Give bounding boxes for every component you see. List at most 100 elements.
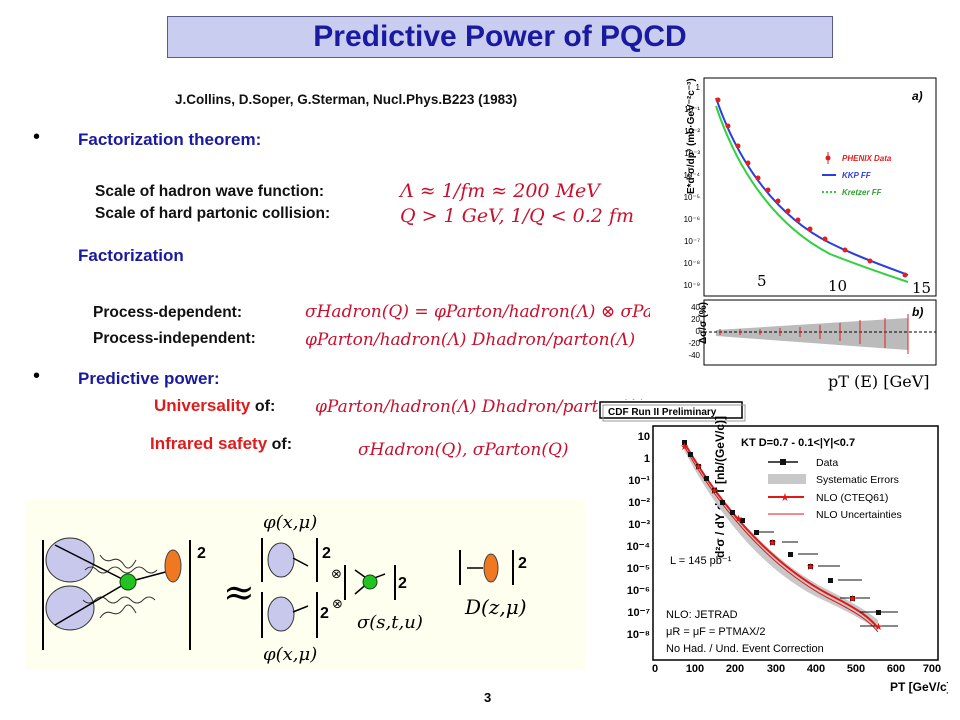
- power-2: 2: [320, 605, 329, 622]
- y-tick: 10⁻²: [628, 497, 650, 509]
- phenix-xlabel: pT (E) [GeV]: [828, 372, 930, 391]
- frag-function: D(z,μ): [464, 595, 527, 619]
- hard-scale-label: Scale of hard partonic collision:: [95, 205, 331, 222]
- power-2: 2: [518, 555, 527, 572]
- nlo-stars: ★ ★ ★ ★ ★ ★ ★ ★: [680, 442, 883, 633]
- universality-line: Universality of:: [154, 396, 275, 416]
- phenix-ylabel-bottom: Δσ/σ (%): [698, 302, 709, 344]
- hadron-scale-label: Scale of hadron wave function:: [95, 183, 325, 200]
- legend-nlo-uncertainties: NLO Uncertainties: [816, 509, 902, 521]
- gluon-lines: [82, 566, 158, 604]
- cdf-note: μR = μF = PTMAX/2: [666, 626, 765, 638]
- factorization-heading: Factorization: [78, 246, 184, 265]
- y-tick: 10⁻⁷: [684, 237, 700, 246]
- x-tick: 100: [686, 663, 704, 675]
- y-tick: 10⁻⁶: [684, 215, 700, 224]
- nlo-curve: [683, 441, 879, 629]
- svg-text:★: ★: [710, 486, 719, 497]
- y-tick: 10⁻⁴: [683, 171, 700, 180]
- svg-text:★: ★: [806, 562, 815, 573]
- page-title: Predictive Power of PQCD: [313, 20, 687, 53]
- cdf-plot: CDF Run II Preliminary d²σ / dY dPT [nb/…: [599, 401, 951, 694]
- legend-systematic: Systematic Errors: [816, 474, 899, 486]
- svg-text:★: ★: [734, 514, 743, 525]
- svg-text:★: ★: [874, 622, 883, 633]
- hard-scale-formula: Q > 1 GeV, 1/Q < 0.2 fm: [400, 205, 634, 227]
- ratio-tick: 40: [691, 303, 700, 312]
- y-tick: 1: [696, 83, 701, 92]
- y-tick: 10⁻⁵: [627, 563, 650, 575]
- ratio-tick: -20: [688, 339, 700, 348]
- svg-text:★: ★: [848, 594, 857, 605]
- y-tick: 10⁻⁸: [627, 629, 650, 641]
- bullet-factorization-theorem: Factorization theorem:: [78, 130, 262, 149]
- phenix-data-points: [715, 97, 908, 278]
- factorization-diagram-panel: 2 ≈ φ(x,μ) 2 ⊗ 2 ⊗ φ(x,μ) 2 σ(s,t,u) 2 D…: [25, 500, 585, 670]
- process-dependent-formula: σHadron(Q) = φParton/hadron(Λ) ⊗ σParton…: [305, 302, 717, 322]
- y-tick: 10⁻¹: [628, 475, 650, 487]
- legend-phenix-data: PHENIX Data: [842, 154, 892, 163]
- y-tick: 10⁻⁵: [684, 193, 700, 202]
- hard-vertex: [119, 573, 137, 591]
- y-tick: 10⁻⁴: [627, 541, 650, 553]
- factorization-diagram: 2 ≈ φ(x,μ) 2 ⊗ 2 ⊗ φ(x,μ) 2 σ(s,t,u) 2 D…: [42, 512, 527, 665]
- reference-citation: J.Collins, D.Soper, G.Sterman, Nucl.Phys…: [175, 92, 518, 107]
- process-dependent-label: Process-dependent:: [93, 304, 243, 321]
- x-tick: 500: [847, 663, 865, 675]
- ratio-errors: [719, 314, 909, 354]
- y-tick: 1: [644, 453, 650, 465]
- y-tick: 10⁻⁶: [627, 585, 650, 597]
- kretzer-curve: [715, 105, 909, 283]
- phenix-figure: E*d³σ/dp³ (mb·GeV⁻²c⁻³) Δσ/σ (%) a) b) 1…: [650, 68, 940, 368]
- process-independent-formula: φParton/hadron(Λ) Dhadron/parton(Λ): [305, 330, 636, 350]
- universality-formula: φParton/hadron(Λ) Dhadron/parton(Λ): [315, 397, 646, 417]
- x-tick: 5: [757, 272, 767, 290]
- legend-kkp: KKP FF: [842, 171, 872, 180]
- legend-data: Data: [816, 457, 838, 469]
- y-tick: 10⁻⁷: [627, 607, 650, 619]
- svg-text:★: ★: [780, 492, 790, 504]
- universality-of: of:: [250, 398, 276, 415]
- phenix-panel-b: b): [912, 305, 923, 319]
- y-tick: 10⁻¹: [684, 105, 700, 114]
- cdf-xlabel: PT [GeV/c]: [890, 680, 948, 694]
- x-tick: 700: [923, 663, 941, 675]
- hadron-scale-formula: Λ ≈ 1/fm ≈ 200 MeV: [400, 180, 600, 202]
- ratio-tick: 20: [691, 315, 700, 324]
- x-tick: 200: [726, 663, 744, 675]
- svg-text:★: ★: [694, 462, 703, 473]
- cdf-error-bars: [758, 531, 898, 627]
- power-2: 2: [322, 545, 331, 562]
- legend-kretzer: Kretzer FF: [842, 188, 883, 197]
- bullet-dot: •: [33, 365, 41, 387]
- power-2: 2: [197, 545, 206, 562]
- phi-top: φ(x,μ): [263, 512, 317, 533]
- infrared-word: Infrared safety: [150, 434, 268, 453]
- x-tick: 10: [828, 277, 847, 295]
- page-number: 3: [484, 690, 492, 705]
- x-tick: 0: [652, 663, 658, 675]
- cdf-figure: CDF Run II Preliminary d²σ / dY dPT [nb/…: [598, 400, 951, 700]
- approx-sign: ≈: [223, 570, 255, 614]
- kkp-curve: [715, 97, 909, 276]
- phenix-panel-a: a): [912, 89, 923, 103]
- phenix-plot: E*d³σ/dp³ (mb·GeV⁻²c⁻³) Δσ/σ (%) a) b) 1…: [683, 77, 937, 366]
- y-tick: 10⁻³: [684, 149, 700, 158]
- ratio-tick: 0: [696, 327, 701, 336]
- phi-bottom: φ(x,μ): [263, 644, 317, 665]
- cdf-note: No Had. / Und. Event Correction: [666, 643, 824, 655]
- infrared-of: of:: [267, 436, 293, 453]
- y-tick: 10⁻³: [628, 519, 650, 531]
- legend-nlo: NLO (CTEQ61): [816, 492, 888, 504]
- y-tick: 10⁻⁸: [684, 259, 701, 268]
- x-tick: 600: [887, 663, 905, 675]
- otimes-symbol: ⊗: [332, 597, 343, 612]
- universality-word: Universality: [154, 396, 251, 415]
- infrared-line: Infrared safety of:: [150, 434, 292, 454]
- svg-text:★: ★: [680, 442, 689, 453]
- cdf-lumi: L = 145 pb⁻¹: [670, 555, 732, 567]
- ratio-tick: -40: [688, 351, 700, 360]
- y-tick: 10⁻⁹: [683, 281, 700, 290]
- svg-text:★: ★: [768, 538, 777, 549]
- x-tick: 15: [912, 279, 931, 297]
